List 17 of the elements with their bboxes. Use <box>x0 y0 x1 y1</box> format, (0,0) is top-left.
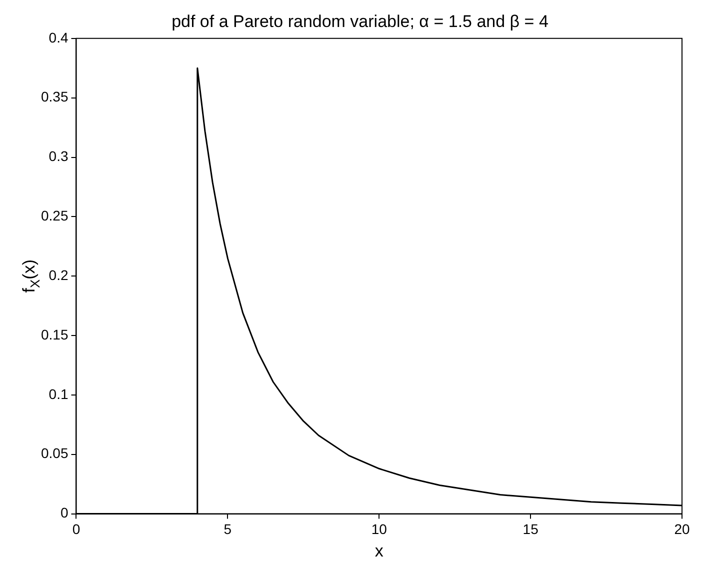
y-tick-label: 0.1 <box>48 386 68 402</box>
x-axis-title: x <box>374 541 384 560</box>
x-tick-label: 5 <box>224 521 232 538</box>
x-tick-label: 0 <box>72 521 80 538</box>
y-tick-label: 0.05 <box>41 445 68 462</box>
y-tick-label: 0.3 <box>48 148 68 164</box>
y-tick-label: 0.15 <box>41 326 68 342</box>
x-tick-label: 15 <box>522 521 539 538</box>
y-tick-label: 0.4 <box>48 29 68 46</box>
x-tick-label: 10 <box>371 521 388 538</box>
chart-title: pdf of a Pareto random variable; α = 1.5 and β = 4 <box>172 12 548 31</box>
y-tick-label: 0.35 <box>41 88 68 105</box>
y-tick-label: 0.2 <box>48 266 68 283</box>
y-tick-label: 0.25 <box>41 208 68 224</box>
y-tick-label: 0 <box>60 504 68 521</box>
y-axis-title: fX(x) <box>20 259 43 293</box>
x-tick-label: 20 <box>674 521 690 538</box>
